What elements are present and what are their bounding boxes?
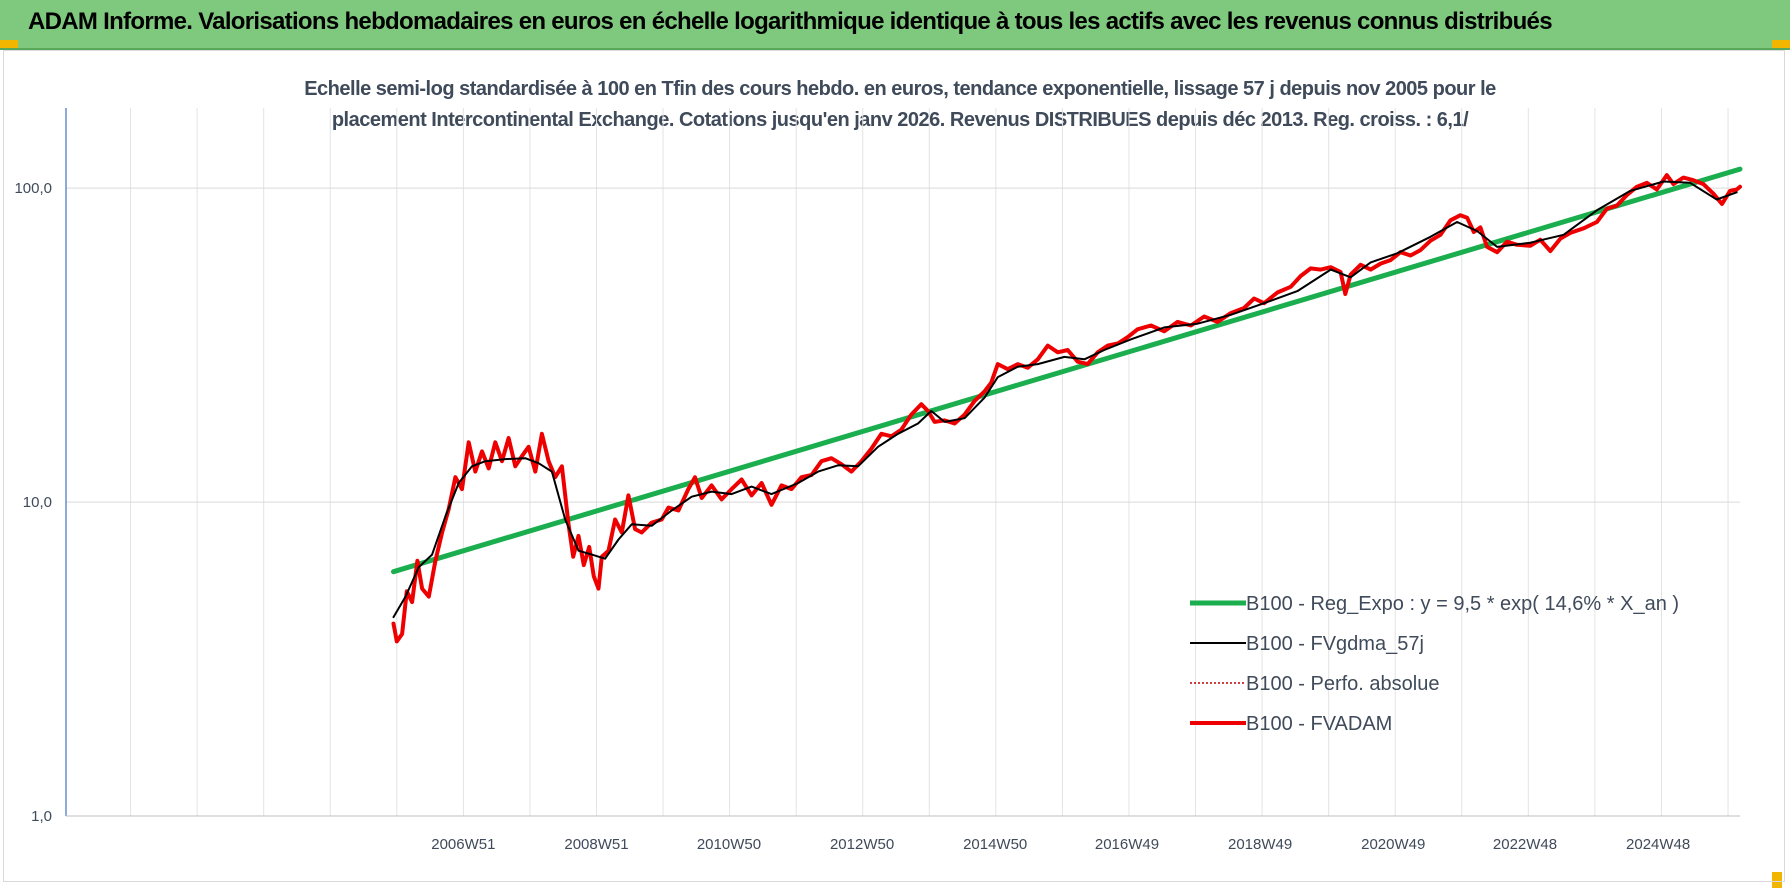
x-tick-label: 2008W51	[564, 836, 628, 853]
y-tick-label: 10,0	[23, 494, 52, 511]
corner-marker-bottom-right	[1772, 872, 1782, 888]
x-tick-label: 2006W51	[431, 836, 495, 853]
legend-label: B100 - Reg_Expo : y = 9,5 * exp( 14,6% *…	[1246, 593, 1679, 615]
legend-label: B100 - FVADAM	[1246, 713, 1392, 735]
corner-marker-right	[1772, 40, 1790, 48]
banner-title: ADAM Informe. Valorisations hebdomadaire…	[28, 8, 1553, 35]
y-tick-label: 1,0	[31, 808, 52, 825]
corner-marker-left	[0, 40, 18, 48]
chart-title-line-2: placement Intercontinental Exchange. Cot…	[331, 109, 1469, 131]
x-tick-label: 2016W49	[1095, 836, 1159, 853]
x-tick-label: 2022W48	[1493, 836, 1557, 853]
series-line-1	[392, 180, 1738, 619]
chart-title: Echelle semi-log standardisée à 100 en T…	[120, 74, 1680, 136]
x-tick-label: 2024W48	[1626, 836, 1690, 853]
chart-frame	[3, 50, 1785, 882]
x-tick-label: 2018W49	[1228, 836, 1292, 853]
x-tick-label: 2020W49	[1361, 836, 1425, 853]
x-tick-label: 2010W50	[697, 836, 761, 853]
x-tick-label: 2014W50	[963, 836, 1027, 853]
x-tick-label: 2012W50	[830, 836, 894, 853]
legend-label: B100 - FVgdma_57j	[1246, 633, 1424, 655]
y-tick-label: 100,0	[14, 180, 52, 197]
legend-label: B100 - Perfo. absolue	[1246, 673, 1439, 695]
title-banner: ADAM Informe. Valorisations hebdomadaire…	[0, 0, 1790, 50]
chart-title-line-1: Echelle semi-log standardisée à 100 en T…	[304, 78, 1496, 100]
series-line-3	[391, 173, 1742, 644]
series-line-0	[391, 166, 1743, 575]
